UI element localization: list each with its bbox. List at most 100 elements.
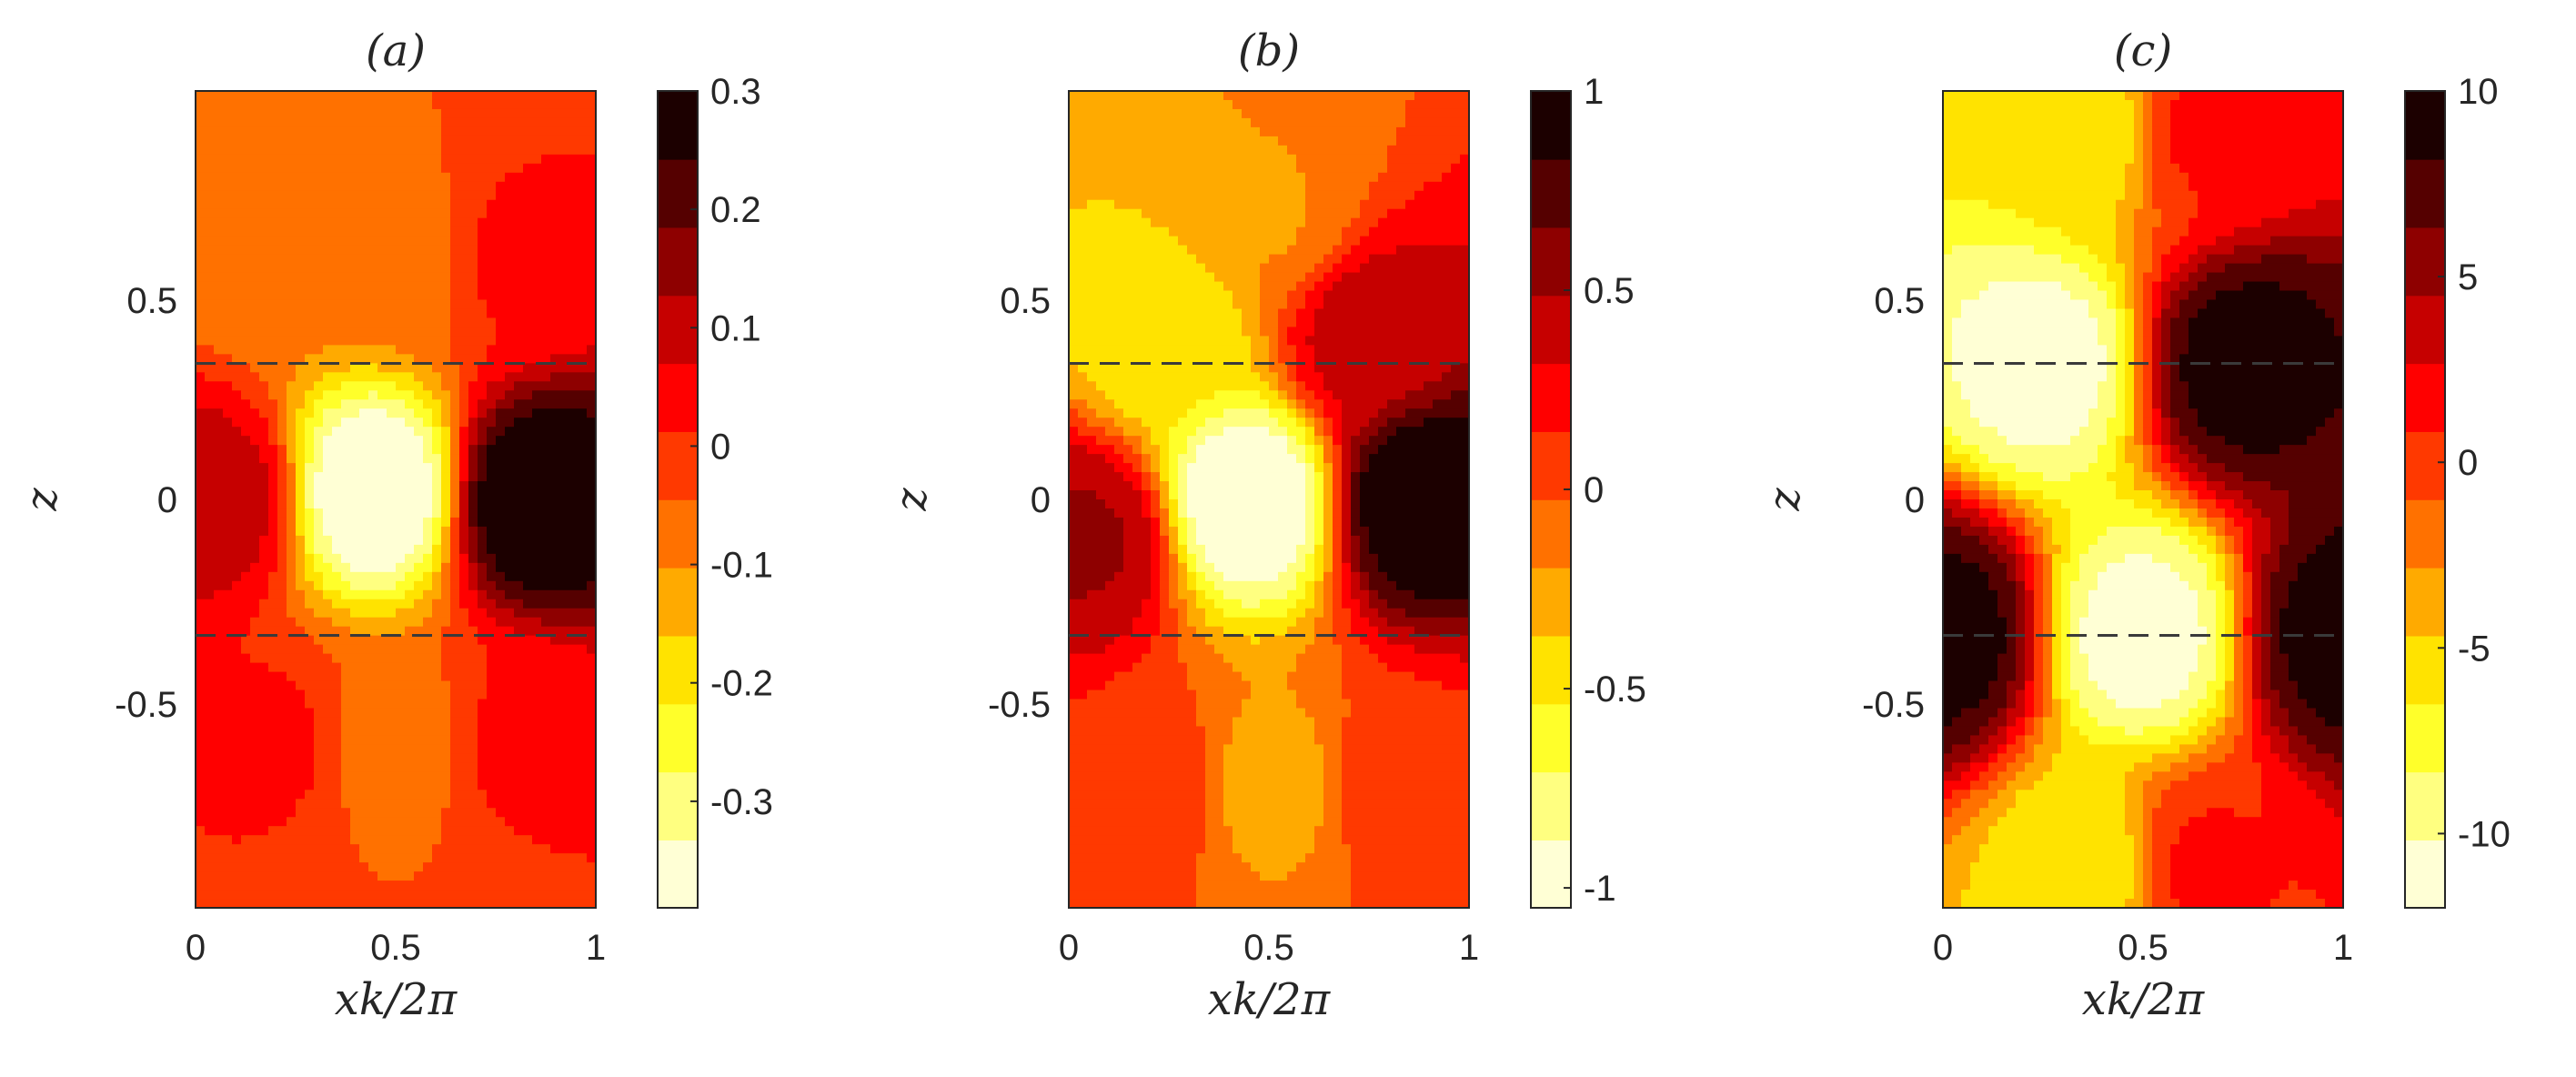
heatmap-cell [450, 463, 460, 473]
heatmap-cell [377, 535, 387, 546]
heatmap-cell [1160, 544, 1170, 555]
heatmap-cell [359, 108, 369, 119]
heatmap-cell [232, 662, 242, 673]
heatmap-cell [232, 817, 242, 827]
heatmap-cell [387, 199, 397, 210]
heatmap-cell [478, 671, 488, 682]
heatmap-cell [468, 372, 478, 383]
heatmap-cell [196, 136, 206, 146]
heatmap-cell [205, 780, 215, 791]
heatmap-cell [1114, 136, 1124, 146]
heatmap-cell [569, 862, 579, 872]
heatmap-cell [387, 345, 397, 356]
heatmap-cell [1105, 662, 1115, 673]
heatmap-cell [241, 254, 251, 265]
heatmap-cell [387, 317, 397, 328]
heatmap-cell [496, 808, 506, 819]
heatmap-cell [287, 617, 297, 628]
heatmap-cell [478, 91, 488, 101]
heatmap-cell [341, 571, 351, 582]
heatmap-cell [505, 644, 515, 655]
heatmap-cell [541, 91, 551, 101]
heatmap-cell [532, 580, 542, 591]
heatmap-cell [550, 427, 560, 437]
heatmap-cell [223, 644, 233, 655]
heatmap-cell [505, 626, 515, 637]
heatmap-cell [514, 708, 524, 719]
heatmap-cell [1123, 445, 1133, 455]
heatmap-cell [1142, 308, 1152, 319]
heatmap-cell [1123, 126, 1133, 137]
heatmap-cell [414, 336, 424, 347]
heatmap-cell [478, 445, 488, 455]
heatmap-cell [569, 571, 579, 582]
heatmap-cell [441, 272, 451, 283]
heatmap-cell [478, 744, 488, 755]
heatmap-cell [478, 99, 488, 110]
heatmap-cell [414, 553, 424, 564]
heatmap-cell [314, 481, 324, 491]
heatmap-cell [569, 499, 579, 509]
heatmap-cell [277, 517, 287, 528]
heatmap-cell [396, 481, 406, 491]
heatmap-cell [559, 680, 569, 691]
heatmap-cell [478, 345, 488, 356]
heatmap-cell [468, 635, 478, 646]
heatmap-cell [414, 217, 424, 228]
heatmap-cell [1160, 372, 1170, 383]
heatmap-cell [1123, 817, 1133, 827]
heatmap-cell [332, 272, 342, 283]
heatmap-cell [377, 571, 387, 582]
heatmap-cell [387, 217, 397, 228]
heatmap-cell [377, 562, 387, 573]
heatmap-cell [432, 617, 442, 628]
heatmap-cell [214, 571, 224, 582]
heatmap-cell [377, 881, 387, 891]
heatmap-cell [296, 172, 306, 183]
heatmap-cell [223, 790, 233, 800]
heatmap-cell [377, 463, 387, 473]
heatmap-cell [223, 717, 233, 728]
heatmap-cell [587, 844, 596, 854]
heatmap-cell [514, 454, 524, 464]
heatmap-cell [214, 163, 224, 174]
heatmap-cell [268, 826, 278, 836]
heatmap-cell [532, 336, 542, 347]
heatmap-cell [569, 472, 579, 482]
heatmap-cell [377, 735, 387, 746]
heatmap-cell [559, 644, 569, 655]
heatmap-cell [450, 390, 460, 401]
heatmap-cell [1142, 635, 1152, 646]
heatmap-cell [1114, 526, 1124, 537]
heatmap-cell [559, 871, 569, 881]
heatmap-cell [323, 499, 333, 509]
heatmap-cell [396, 599, 406, 609]
heatmap-cell [487, 354, 497, 365]
heatmap-cell [587, 281, 596, 292]
heatmap-cell [387, 544, 397, 555]
heatmap-cell [323, 544, 333, 555]
heatmap-cell [1151, 317, 1161, 328]
heatmap-cell [241, 871, 251, 881]
heatmap-cell [423, 662, 433, 673]
heatmap-cell [368, 826, 378, 836]
heatmap-cell [496, 744, 506, 755]
heatmap-cell [1142, 208, 1152, 219]
heatmap-cell [468, 199, 478, 210]
heatmap-cell [323, 208, 333, 219]
heatmap-cell [578, 517, 588, 528]
heatmap-cell [1151, 617, 1161, 628]
heatmap-cell [214, 708, 224, 719]
heatmap-cell [405, 726, 415, 737]
heatmap-cell [423, 472, 433, 482]
heatmap-cell [441, 508, 451, 518]
heatmap-cell [350, 281, 360, 292]
heatmap-cell [277, 735, 287, 746]
heatmap-cell [1096, 517, 1106, 528]
heatmap-cell [523, 281, 533, 292]
heatmap-cell [287, 190, 297, 201]
heatmap-cell [323, 608, 333, 619]
heatmap-cell [414, 327, 424, 337]
heatmap-cell [1096, 245, 1106, 256]
heatmap-cell [1069, 689, 1079, 700]
